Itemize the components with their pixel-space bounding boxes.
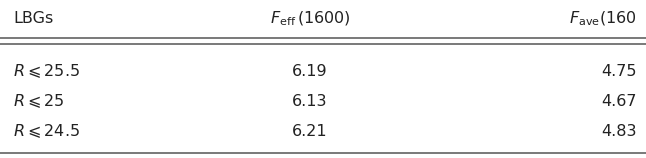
Text: $R \leqslant 25.5$: $R \leqslant 25.5$	[13, 62, 80, 80]
Text: 4.67: 4.67	[601, 94, 636, 109]
Text: 4.75: 4.75	[601, 64, 636, 79]
Text: $R \leqslant 24.5$: $R \leqslant 24.5$	[13, 122, 80, 140]
Text: LBGs: LBGs	[13, 12, 53, 26]
Text: $F_{\rm ave}(160$: $F_{\rm ave}(160$	[568, 10, 636, 28]
Text: $F_{\rm eff}\,(1600)$: $F_{\rm eff}\,(1600)$	[269, 10, 351, 28]
Text: 6.21: 6.21	[292, 124, 328, 139]
Text: 6.13: 6.13	[293, 94, 328, 109]
Text: $R \leqslant 25$: $R \leqslant 25$	[13, 92, 65, 110]
Text: 4.83: 4.83	[601, 124, 636, 139]
Text: 6.19: 6.19	[292, 64, 328, 79]
